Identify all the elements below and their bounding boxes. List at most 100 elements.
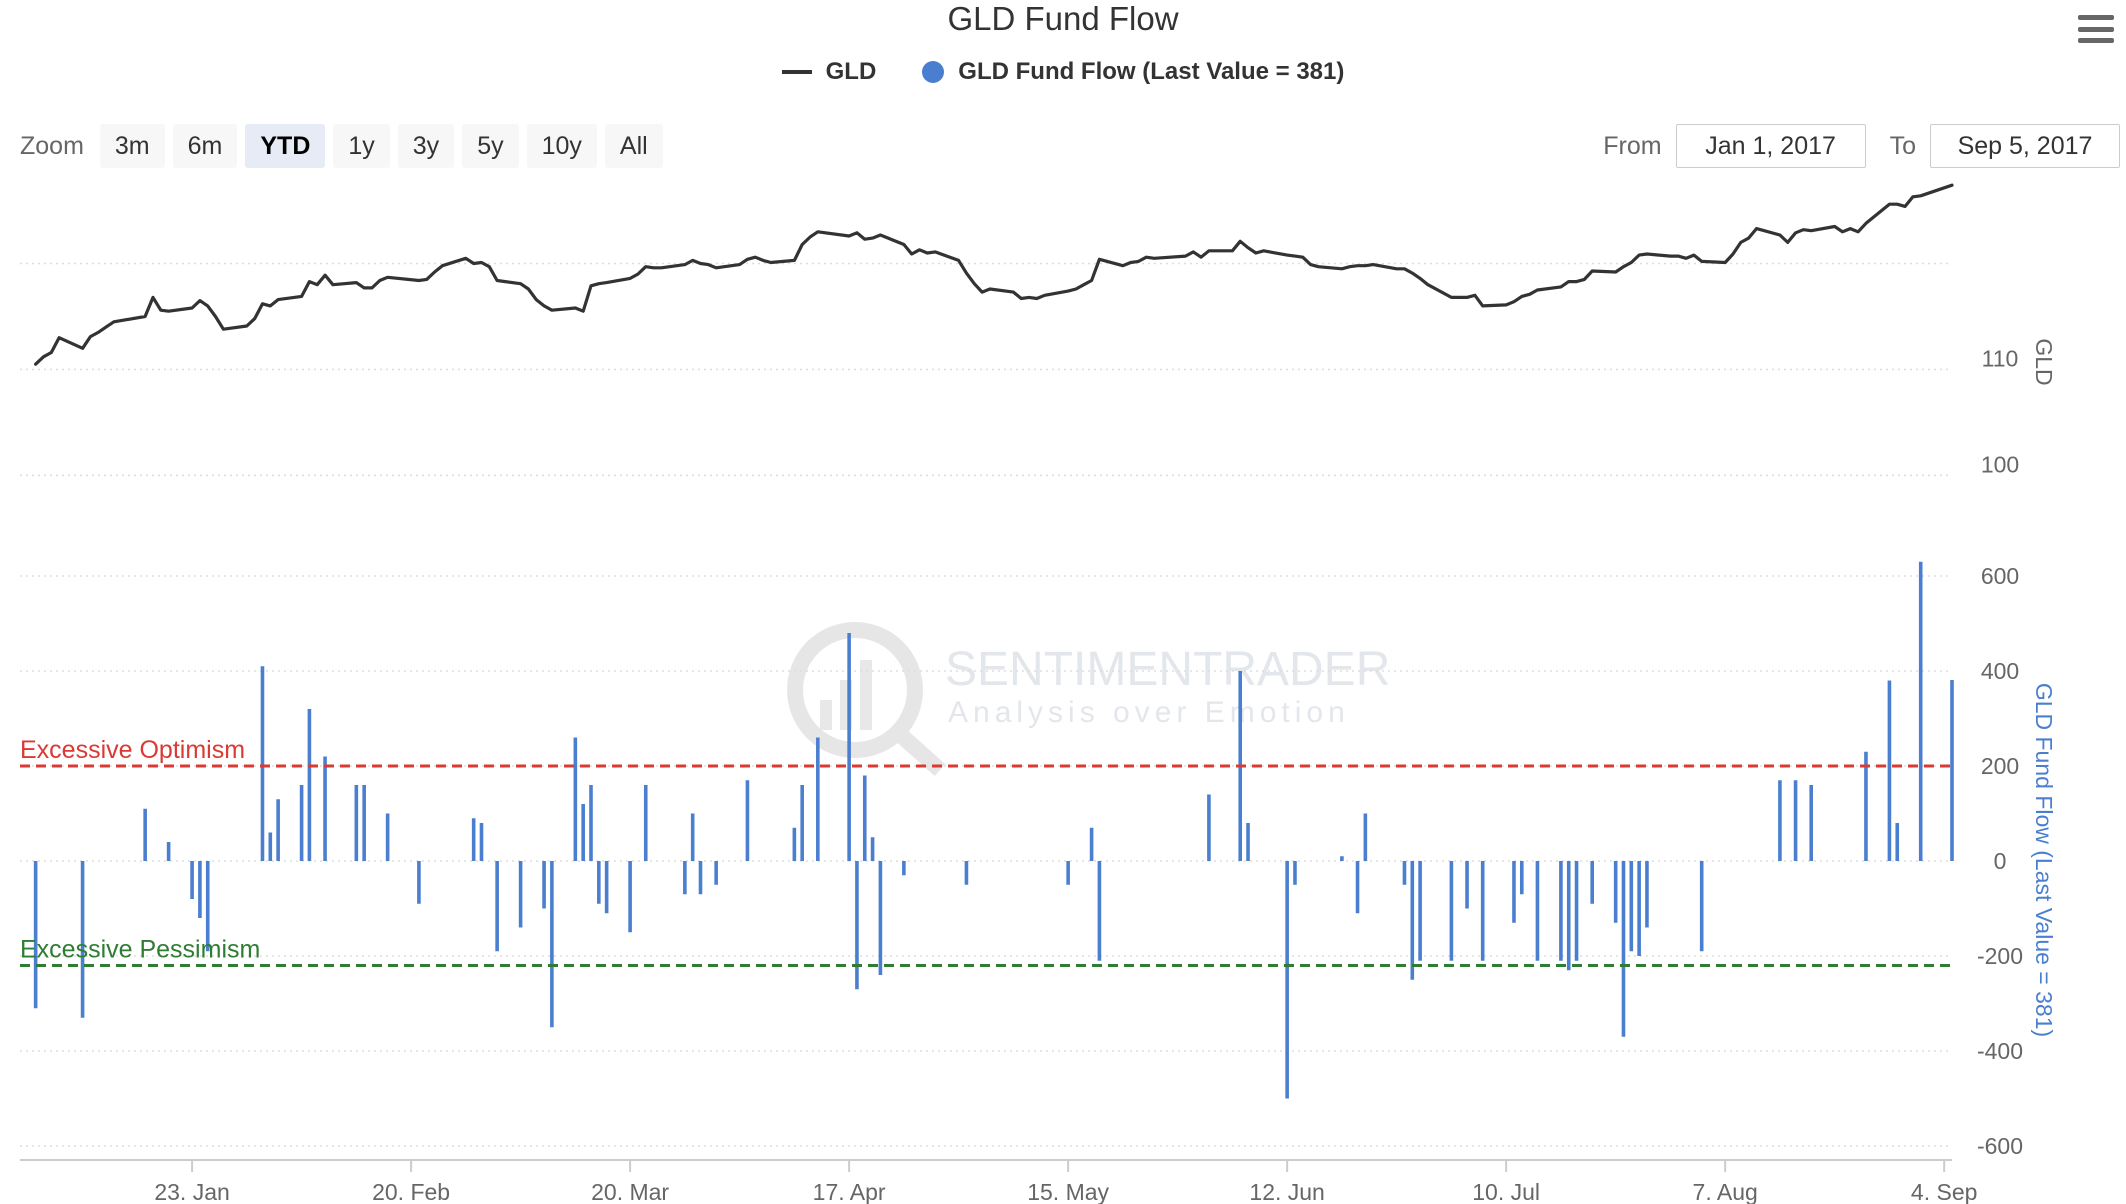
fund-flow-bar <box>268 832 273 861</box>
legend-label-fund-flow: GLD Fund Flow (Last Value = 381) <box>958 58 1345 85</box>
fund-flow-bar <box>1887 680 1892 861</box>
fund-flow-bar <box>33 861 38 1009</box>
watermark-name: SENTIMENTRADER <box>945 643 1390 696</box>
flow-y-tick-label: 0 <box>1994 848 2007 874</box>
fund-flow-bar <box>1465 861 1469 909</box>
fund-flow-bar <box>870 837 875 861</box>
fund-flow-bar <box>1566 861 1571 971</box>
fund-flow-bar <box>1895 823 1900 861</box>
fund-flow-bar <box>1293 861 1297 885</box>
fund-flow-bar <box>628 861 632 933</box>
gld-y-tick-label: 110 <box>1982 345 2019 371</box>
fund-flow-bar <box>479 823 484 861</box>
fund-flow-bar <box>307 709 312 861</box>
menu-bar <box>2078 15 2114 20</box>
fund-flow-bar <box>589 785 593 861</box>
fund-flow-bar <box>792 827 797 861</box>
fund-flow-bar <box>1629 861 1634 952</box>
gld-axis: 110 100 GLD <box>1981 338 2057 477</box>
fund-flow-bar <box>902 861 906 876</box>
fund-flow-bar <box>1637 861 1641 956</box>
fund-flow-bar <box>1512 861 1516 923</box>
zoom-button-6m[interactable]: 6m <box>172 124 238 168</box>
fund-flow-bar <box>542 861 546 909</box>
fund-flow-bar <box>1089 827 1094 861</box>
x-tick-label: 4. Sep <box>1911 1179 1978 1204</box>
fund-flow-bar <box>385 813 390 861</box>
flow-series <box>33 561 1954 1099</box>
flow-y-tick-label: -600 <box>1977 1133 2023 1159</box>
fund-flow-bar <box>1363 813 1368 861</box>
x-tick-label: 20. Feb <box>372 1179 450 1204</box>
fund-flow-bar <box>698 861 703 895</box>
zoom-button-10y[interactable]: 10y <box>526 124 597 168</box>
menu-bar <box>2078 38 2114 43</box>
fund-flow-bar <box>205 861 210 952</box>
fund-flow-bar <box>260 666 265 861</box>
fund-flow-bar <box>1621 861 1626 1037</box>
fund-flow-bar <box>550 861 554 1028</box>
fund-flow-bar <box>1355 861 1360 914</box>
x-tick-label: 23. Jan <box>154 1179 229 1204</box>
zoom-button-3m[interactable]: 3m <box>99 124 165 168</box>
fund-flow-bar <box>1340 856 1344 861</box>
legend-item-gld[interactable]: GLD <box>781 58 876 86</box>
x-tick-label: 10. Jul <box>1472 1179 1540 1204</box>
fund-flow-bar <box>1699 861 1704 952</box>
menu-bar <box>2078 26 2114 32</box>
x-tick-label: 12. Jun <box>1249 1179 1324 1204</box>
zoom-button-ytd[interactable]: YTD <box>245 124 326 168</box>
fund-flow-bar <box>643 785 648 861</box>
legend-item-fund-flow[interactable]: GLD Fund Flow (Last Value = 381) <box>922 58 1344 86</box>
threshold-label: Excessive Optimism <box>20 736 245 764</box>
fund-flow-bar <box>878 861 883 975</box>
fund-flow-bar <box>1613 861 1618 923</box>
fund-flow-bar <box>190 861 194 899</box>
zoom-label: Zoom <box>20 131 84 160</box>
fund-flow-bar <box>1410 861 1415 980</box>
fund-flow-bar <box>1246 823 1250 861</box>
fund-flow-bar <box>573 737 578 861</box>
fund-flow-bar <box>1918 561 1923 861</box>
zoom-selector: Zoom 3m 6m YTD 1y 3y 5y 10y All <box>20 124 663 168</box>
zoom-button-1y[interactable]: 1y <box>333 124 390 168</box>
fund-flow-bar <box>495 861 499 952</box>
fund-flow-bar <box>714 861 718 885</box>
gld-axis-title: GLD <box>2031 338 2057 385</box>
fund-flow-bar <box>1778 780 1782 861</box>
fund-flow-bar <box>1449 861 1454 961</box>
to-label: To <box>1889 131 1916 160</box>
from-date-input[interactable]: Jan 1, 2017 <box>1675 124 1866 168</box>
zoom-button-all[interactable]: All <box>604 124 663 168</box>
to-date-input[interactable]: Sep 5, 2017 <box>1930 124 2120 168</box>
fund-flow-bar <box>1864 751 1868 861</box>
legend: GLD GLD Fund Flow (Last Value = 381) <box>0 58 2126 86</box>
flow-y-tick-label: -400 <box>1977 1038 2023 1064</box>
fund-flow-bar <box>1950 680 1954 861</box>
fund-flow-bar <box>1480 861 1485 961</box>
plot-lines: Excessive Optimism Excessive Pessimism <box>20 736 1952 967</box>
fund-flow-bar <box>745 780 750 861</box>
fund-flow-bar <box>1519 861 1524 895</box>
x-tick-label: 17. Apr <box>813 1179 886 1204</box>
watermark-logo-bar <box>860 660 872 730</box>
x-tick-label: 15. May <box>1027 1179 1109 1204</box>
fund-flow-bar <box>1559 861 1563 961</box>
fund-flow-bar <box>323 756 327 861</box>
fund-flow-bar <box>847 633 851 861</box>
fund-flow-bar <box>964 861 969 885</box>
fund-flow-bar <box>597 861 601 904</box>
gld-y-tick-label: 100 <box>1981 451 2019 477</box>
date-range: From Jan 1, 2017 To Sep 5, 2017 <box>1579 124 2120 168</box>
hamburger-menu-icon[interactable] <box>2078 15 2114 43</box>
fund-flow-bar <box>1418 861 1422 961</box>
zoom-button-3y[interactable]: 3y <box>397 124 455 168</box>
legend-line-symbol <box>781 70 812 74</box>
fund-flow-bar <box>855 861 859 990</box>
fund-flow-bar <box>1793 780 1798 861</box>
watermark-logo-bar <box>820 700 832 730</box>
fund-flow-bar <box>143 808 147 861</box>
zoom-button-5y[interactable]: 5y <box>462 124 519 168</box>
fund-flow-bar <box>800 785 804 861</box>
